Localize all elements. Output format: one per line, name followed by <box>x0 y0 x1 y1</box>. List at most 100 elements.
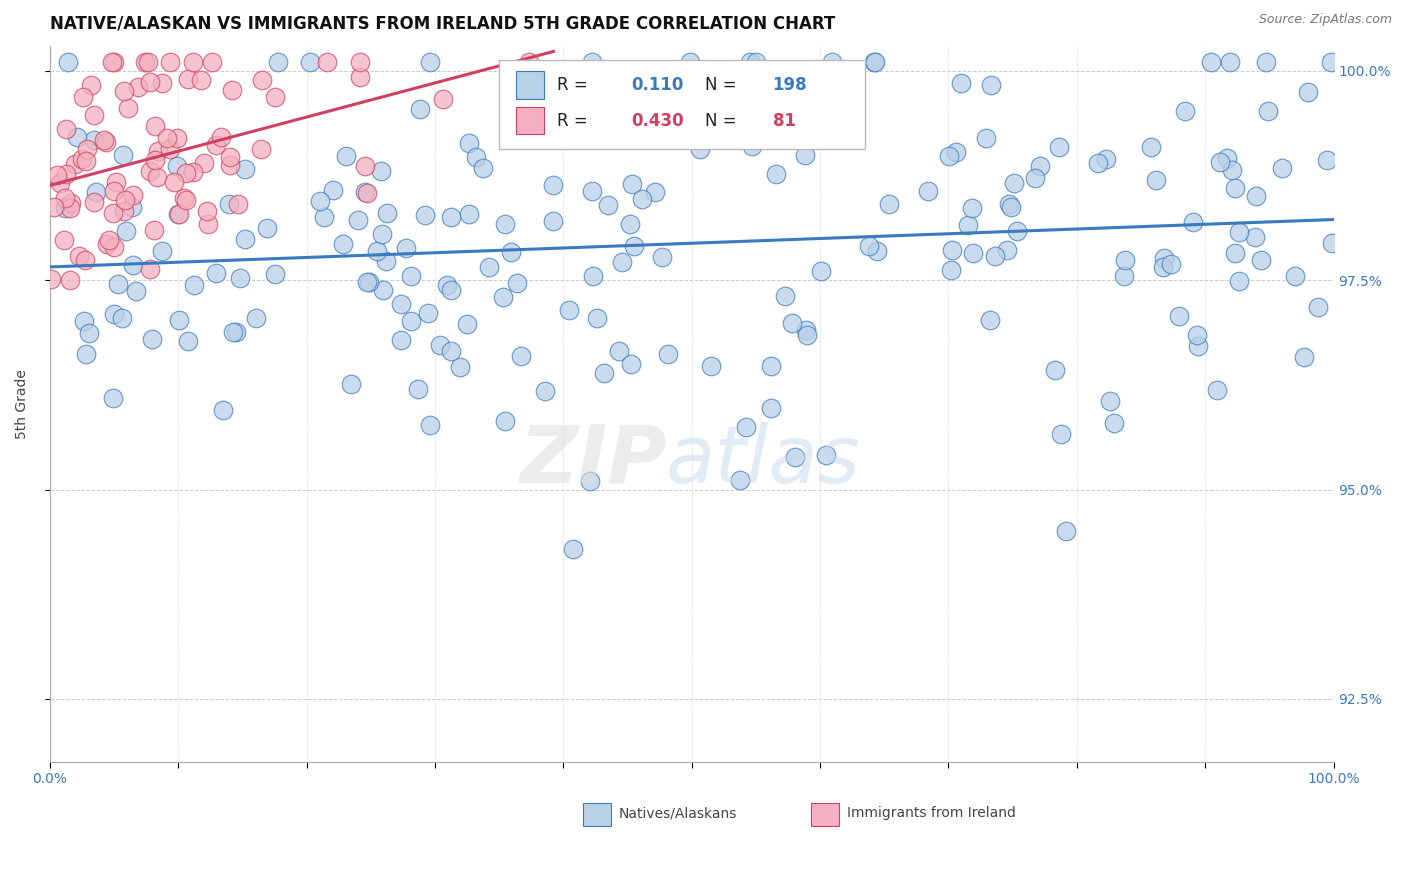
Point <box>103 391 125 405</box>
Point <box>139 261 162 276</box>
Point <box>1223 181 1246 195</box>
Point <box>619 217 641 231</box>
Point <box>524 114 547 128</box>
Point <box>53 201 76 215</box>
Point <box>316 55 339 70</box>
Text: 81: 81 <box>772 112 796 130</box>
Point <box>59 202 82 216</box>
Point <box>53 191 76 205</box>
Point <box>143 119 166 133</box>
Point <box>1102 417 1125 431</box>
Point <box>150 244 173 258</box>
Point <box>174 193 197 207</box>
Point <box>49 176 72 190</box>
Point <box>983 249 1005 263</box>
Point <box>409 102 432 116</box>
Point <box>84 185 107 199</box>
Point <box>794 323 817 337</box>
Point <box>159 142 181 156</box>
Point <box>457 207 479 221</box>
Point <box>371 227 394 242</box>
Point <box>534 384 557 398</box>
Point <box>226 196 249 211</box>
Point <box>728 473 751 487</box>
Point <box>176 72 198 87</box>
Point <box>112 204 135 219</box>
Point <box>1024 171 1046 186</box>
Point <box>181 55 204 70</box>
Point <box>1174 104 1197 119</box>
Point <box>621 127 644 141</box>
Point <box>593 366 616 380</box>
Point <box>80 78 103 93</box>
Point <box>167 312 190 326</box>
Point <box>478 260 501 274</box>
Point <box>1160 257 1182 271</box>
Point <box>356 275 378 289</box>
Point <box>917 185 939 199</box>
Point <box>620 357 643 371</box>
Point <box>620 177 643 191</box>
Point <box>644 185 666 199</box>
Point <box>738 55 761 70</box>
Point <box>264 267 287 281</box>
Point <box>541 213 564 227</box>
Point <box>558 302 581 317</box>
Point <box>949 76 972 90</box>
Point <box>100 55 122 70</box>
Point <box>863 55 886 70</box>
Point <box>136 55 159 70</box>
Point <box>1206 384 1229 398</box>
Point <box>938 149 960 163</box>
Point <box>1243 230 1265 244</box>
Point <box>98 233 121 247</box>
Point <box>962 202 984 216</box>
Point <box>112 84 135 98</box>
Point <box>464 150 486 164</box>
Point <box>354 159 377 173</box>
Point <box>1225 246 1247 260</box>
Point <box>173 191 195 205</box>
Point <box>183 277 205 292</box>
Point <box>75 153 97 168</box>
Point <box>141 332 163 346</box>
Point <box>700 359 723 374</box>
Point <box>741 139 763 153</box>
Point <box>218 197 240 211</box>
Point <box>375 206 398 220</box>
Point <box>1185 327 1208 342</box>
Point <box>65 129 87 144</box>
Point <box>46 168 69 182</box>
Point <box>143 153 166 167</box>
Point <box>506 276 529 290</box>
Point <box>1054 524 1077 539</box>
Point <box>979 313 1001 327</box>
Point <box>349 70 371 84</box>
Point <box>1216 151 1239 165</box>
Point <box>1028 160 1050 174</box>
Bar <box>516 71 544 99</box>
Point <box>309 194 332 209</box>
Point <box>121 258 143 272</box>
Bar <box>516 107 544 135</box>
Point <box>1167 309 1189 323</box>
Point <box>733 110 755 124</box>
Point <box>471 161 494 175</box>
Point <box>218 158 240 172</box>
Text: atlas: atlas <box>666 422 860 500</box>
Point <box>413 208 436 222</box>
Point <box>250 142 273 156</box>
Point <box>314 210 336 224</box>
Point <box>221 83 243 97</box>
Point <box>1219 55 1241 70</box>
Point <box>58 55 80 70</box>
Point <box>298 55 321 70</box>
Point <box>163 175 186 189</box>
Text: Source: ZipAtlas.com: Source: ZipAtlas.com <box>1258 13 1392 27</box>
Point <box>596 198 619 212</box>
Point <box>70 153 93 167</box>
Point <box>55 167 77 181</box>
Point <box>651 250 673 264</box>
Point <box>877 196 900 211</box>
Text: R =: R = <box>557 112 593 130</box>
